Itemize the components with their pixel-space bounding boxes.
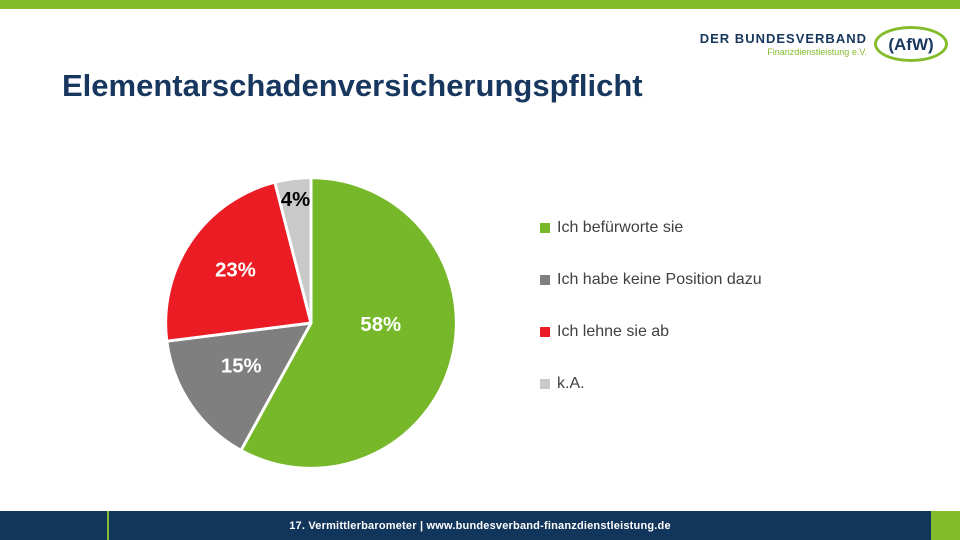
legend-swatch-icon bbox=[540, 223, 550, 233]
pie-chart: 58% 15% 23% 4% bbox=[156, 168, 466, 478]
afw-badge: (AfW) bbox=[874, 26, 948, 62]
footer-bar: 17. Vermittlerbarometer | www.bundesverb… bbox=[0, 511, 960, 540]
logo-org-subtitle: Finanzdienstleistung e.V. bbox=[767, 47, 867, 57]
legend-swatch-icon bbox=[540, 379, 550, 389]
legend-swatch-icon bbox=[540, 275, 550, 285]
legend-label: Ich befürworte sie bbox=[557, 219, 684, 236]
footer-divider-line bbox=[107, 511, 109, 540]
pie-slice-label: 58% bbox=[360, 314, 401, 336]
slide-title: Elementarschadenversicherungspflicht bbox=[62, 68, 643, 103]
pie-slice bbox=[239, 176, 458, 470]
pie-slice bbox=[273, 176, 313, 325]
top-accent-bar bbox=[0, 0, 960, 9]
pie-slice-label: 4% bbox=[281, 189, 310, 211]
pie-slice bbox=[165, 321, 313, 452]
legend-item: Ich befürworte sie bbox=[540, 219, 762, 237]
pie-slice-label: 23% bbox=[215, 260, 256, 282]
legend-label: Ich habe keine Position dazu bbox=[557, 271, 762, 288]
legend-label: Ich lehne sie ab bbox=[557, 323, 670, 340]
pie-chart-svg: 58% 15% 23% 4% bbox=[164, 176, 458, 470]
legend-item: Ich lehne sie ab bbox=[540, 323, 762, 341]
pie-slice bbox=[164, 180, 313, 343]
logo-text: DER BUNDESVERBAND Finanzdienstleistung e… bbox=[700, 31, 867, 57]
pie-slice-label: 15% bbox=[221, 356, 262, 378]
chart-legend: Ich befürworte sie Ich habe keine Positio… bbox=[540, 219, 762, 393]
afw-logo: DER BUNDESVERBAND Finanzdienstleistung e… bbox=[700, 26, 948, 62]
logo-org-name: DER BUNDESVERBAND bbox=[699, 31, 867, 46]
legend-item: Ich habe keine Position dazu bbox=[540, 271, 762, 289]
footer-accent-block bbox=[931, 511, 960, 540]
legend-item: k.A. bbox=[540, 375, 762, 393]
footer-text: 17. Vermittlerbarometer | www.bundesverb… bbox=[289, 519, 671, 532]
legend-label: k.A. bbox=[557, 375, 585, 392]
afw-badge-text: (AfW) bbox=[888, 34, 934, 54]
legend-swatch-icon bbox=[540, 327, 550, 337]
